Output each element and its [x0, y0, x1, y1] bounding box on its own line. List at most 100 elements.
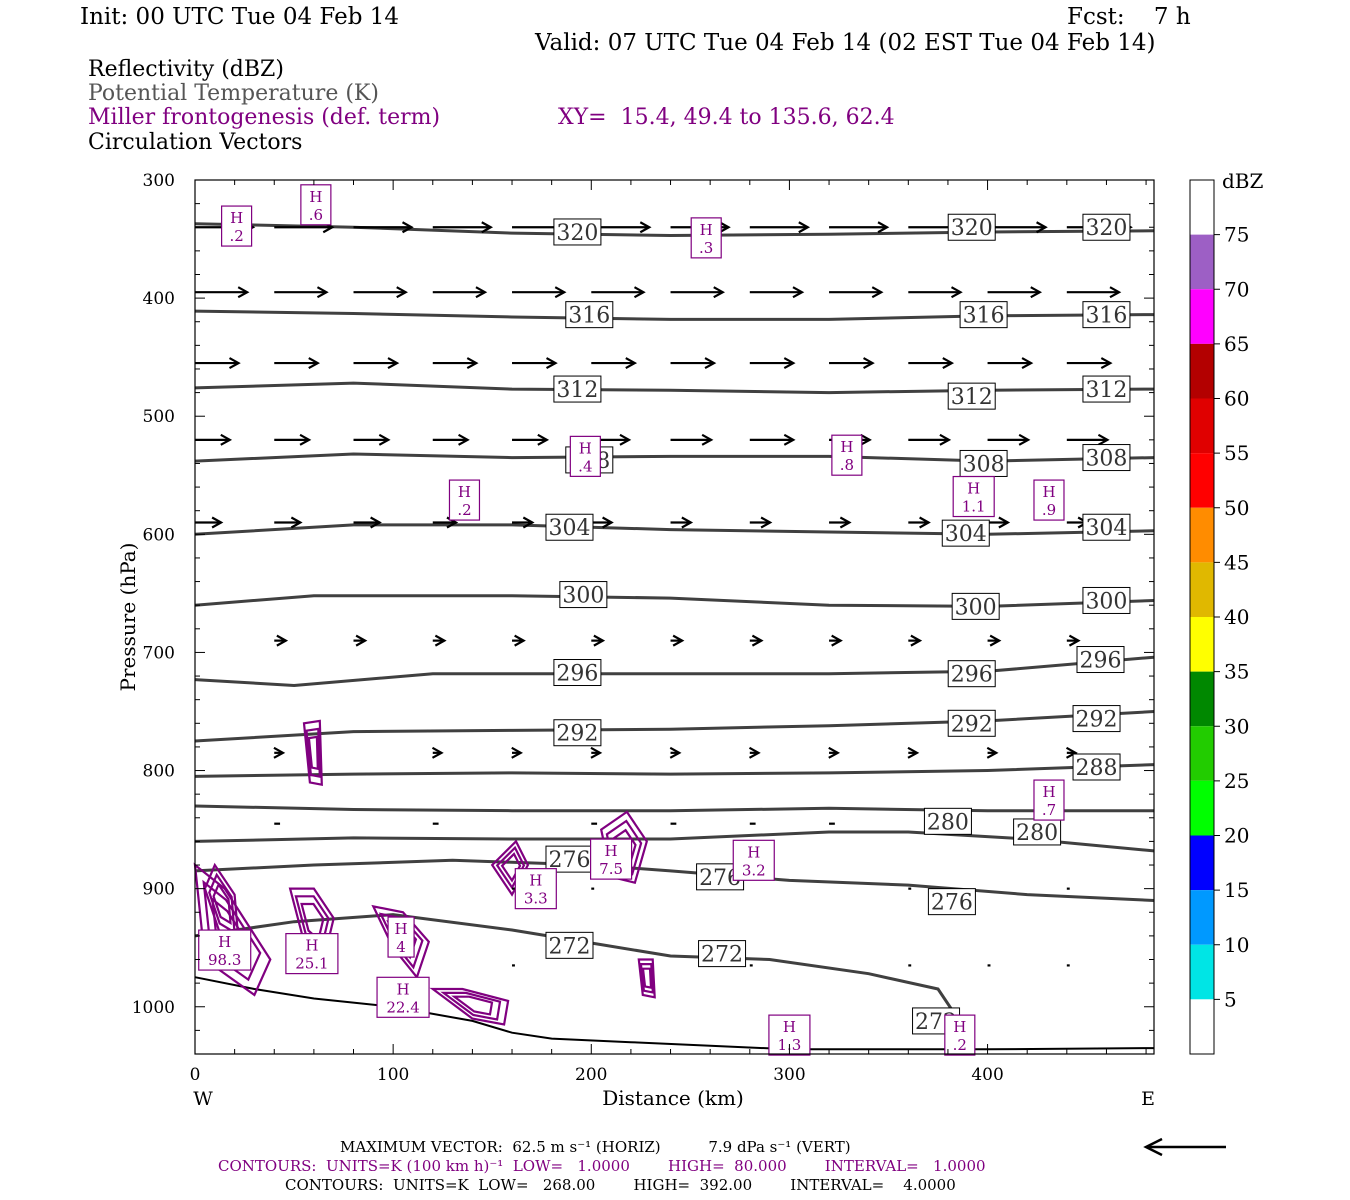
- theta-label: 304: [1085, 516, 1127, 541]
- theta-label-box: [1082, 213, 1131, 241]
- frontogenesis-max-box: [690, 217, 722, 259]
- theta-label: 320: [951, 216, 993, 241]
- vector-arrowhead: [370, 516, 382, 529]
- colorbar-label: 65: [1224, 332, 1249, 356]
- theta-contour-288: [194, 763, 1155, 778]
- colorbar-label: 55: [1224, 441, 1249, 465]
- frontogenesis-max-value: .9: [1042, 501, 1056, 519]
- colorbar-label: 60: [1224, 387, 1249, 411]
- theta-contour-320: [194, 222, 1155, 238]
- frontogenesis-max-box: [376, 976, 430, 1018]
- frontogenesis-max-marker: H: [218, 933, 231, 951]
- legend-potential-temperature: Potential Temperature (K): [88, 81, 379, 106]
- theta-contour-292: [194, 710, 1155, 743]
- theta-label-box: [947, 709, 996, 737]
- theta-label: 272: [701, 943, 743, 968]
- frontogenesis-max-box: [952, 475, 995, 518]
- theta-contour-304: [194, 523, 1155, 536]
- vector-arrowhead: [986, 746, 999, 759]
- theta-contour-info: CONTOURS: UNITS=K LOW= 268.00 HIGH= 392.…: [285, 1176, 956, 1194]
- colorbar-segment: [1190, 780, 1214, 836]
- colorbar-unit: dBZ: [1222, 169, 1264, 193]
- colorbar-segment: [1190, 180, 1214, 235]
- y-tick-label: 900: [143, 880, 175, 900]
- colorbar-label: 75: [1224, 223, 1249, 247]
- frontogenesis-contour: [451, 995, 494, 1016]
- frontogenesis-max-marker: H: [700, 221, 713, 239]
- vector-arrowhead: [602, 516, 614, 529]
- colorbar-label: 5: [1224, 987, 1237, 1011]
- vector-arrowhead: [355, 634, 368, 647]
- vector-arrowhead: [431, 746, 444, 759]
- frontogenesis-max-box: [198, 929, 252, 971]
- vector-arrowhead: [831, 634, 843, 647]
- theta-label-box: [923, 807, 972, 835]
- colorbar-segment: [1190, 944, 1214, 1000]
- frontogenesis-contour: [300, 902, 325, 942]
- frontogenesis-max-marker: H: [395, 920, 408, 938]
- y-tick-label: 700: [143, 643, 175, 663]
- vector-arrowhead: [633, 286, 646, 299]
- colorbar-segment: [1190, 562, 1214, 617]
- theta-label-box: [947, 213, 996, 241]
- theta-label: 296: [1080, 649, 1122, 674]
- forecast-hour: Fcst: 7 h: [1067, 4, 1191, 30]
- vector-arrowhead: [625, 357, 638, 370]
- vector-arrowhead: [514, 634, 526, 647]
- vector-arrowhead: [511, 746, 523, 759]
- colorbar-label: 25: [1224, 769, 1249, 793]
- theta-contour-276: [194, 858, 1155, 902]
- y-tick-label: 800: [143, 762, 175, 782]
- theta-label: 276: [931, 891, 973, 916]
- frontogenesis-max-value: .2: [457, 501, 471, 519]
- frontogenesis-max-value: .2: [229, 227, 243, 245]
- vector-arrowhead: [783, 433, 796, 446]
- vector-arrowhead: [783, 357, 796, 370]
- frontogenesis-max-marker: H: [783, 1018, 796, 1036]
- frontogenesis-contour: [305, 727, 321, 779]
- vector-arrowhead: [593, 634, 606, 647]
- vector-arrowhead: [1018, 433, 1031, 446]
- theta-label: 292: [1076, 708, 1118, 733]
- theta-label: 312: [1085, 378, 1127, 403]
- frontogenesis-max-marker: H: [230, 209, 243, 227]
- y-tick-label: 300: [143, 171, 175, 191]
- colorbar-segment: [1190, 289, 1214, 344]
- frontogenesis-max-box: [285, 933, 339, 975]
- colorbar-segment: [1190, 234, 1214, 290]
- vector-arrowhead: [910, 634, 923, 647]
- frontogenesis-contour: [429, 987, 510, 1026]
- theta-label: 280: [927, 810, 969, 835]
- x-tick-label: 300: [773, 1065, 805, 1085]
- vector-arrowhead: [237, 286, 250, 299]
- theta-label: 316: [568, 304, 610, 329]
- vector-arrowhead: [401, 221, 414, 234]
- vector-arrowhead: [760, 516, 773, 529]
- legend-reflectivity: Reflectivity (dBZ): [88, 57, 284, 82]
- theta-label-box: [565, 301, 614, 329]
- frontogenesis-max-box: [831, 434, 863, 476]
- theta-contour-308: [194, 452, 1155, 463]
- colorbar-label: 50: [1224, 496, 1249, 520]
- theta-contour-316: [194, 309, 1155, 321]
- frontogenesis-max-marker: H: [747, 843, 760, 861]
- frontogenesis-max-box: [221, 205, 253, 247]
- vector-arrowhead: [672, 634, 685, 647]
- frontogenesis-max-box: [589, 838, 633, 880]
- theta-label-box: [1082, 301, 1131, 329]
- theta-label: 312: [556, 378, 598, 403]
- vector-arrowhead: [939, 433, 952, 446]
- colorbar-label: 70: [1224, 277, 1249, 301]
- frontogenesis-contour: [639, 963, 654, 994]
- vector-arrowhead: [1030, 286, 1043, 299]
- theta-label: 300: [1085, 589, 1127, 614]
- colorbar-segment: [1190, 890, 1214, 945]
- theta-label: 296: [951, 663, 993, 688]
- frontogenesis-contour: [490, 839, 530, 897]
- frontogenesis-max-marker: H: [1042, 483, 1055, 501]
- colorbar-segment: [1190, 835, 1214, 891]
- theta-label-box: [947, 660, 996, 688]
- vector-arrowhead: [308, 357, 321, 370]
- vector-arrowhead: [713, 286, 726, 299]
- frontogenesis-contour: [637, 958, 656, 999]
